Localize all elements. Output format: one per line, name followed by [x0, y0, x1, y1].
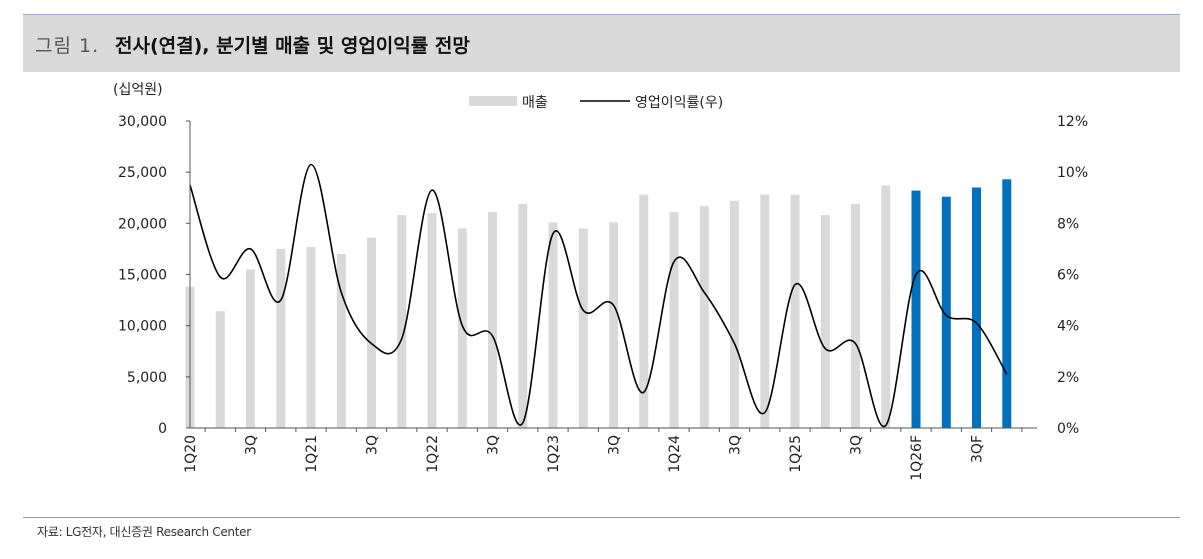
bar	[881, 185, 891, 428]
bar	[427, 213, 437, 428]
bar	[669, 212, 679, 428]
bar	[518, 203, 528, 428]
x-tick-label: 3Q	[244, 435, 260, 455]
right-tick-label: 2%	[1057, 370, 1079, 386]
legend-bar-swatch	[469, 96, 517, 106]
left-tick-label: 30,000	[118, 114, 167, 130]
left-tick-label: 10,000	[118, 319, 167, 335]
x-tick-label: 1Q22	[425, 435, 441, 473]
bar	[911, 190, 921, 428]
left-tick-label: 25,000	[118, 165, 167, 181]
bar	[457, 228, 467, 428]
bar	[972, 187, 981, 428]
bar	[790, 194, 800, 428]
x-tick-label: 3Q	[849, 435, 865, 455]
bar	[367, 237, 376, 428]
right-tick-label: 8%	[1057, 216, 1079, 232]
figure-header: 그림 1. 전사(연결), 분기별 매출 및 영업이익률 전망	[23, 15, 1180, 72]
right-tick-label: 4%	[1057, 319, 1079, 335]
x-tick-label: 1Q24	[667, 435, 683, 473]
x-tick-label: 1Q21	[304, 435, 320, 473]
bottom-rule	[23, 517, 1180, 518]
right-tick-label: 6%	[1057, 268, 1079, 284]
x-tick-label: 3Q	[607, 435, 623, 455]
figure-title: 전사(연결), 분기별 매출 및 영업이익률 전망	[115, 35, 470, 57]
left-tick-label: 20,000	[118, 216, 167, 232]
bar	[306, 246, 316, 428]
bar	[699, 205, 709, 428]
x-tick-label: 3Q	[365, 435, 381, 455]
bar	[820, 215, 830, 428]
bar	[397, 215, 407, 428]
left-axis-unit: (십억원)	[113, 82, 163, 98]
bar	[548, 222, 558, 428]
x-tick-label: 1Q23	[546, 435, 562, 473]
axes: 0 5,000 10,000 15,000 20,000 25,000 30,000 0% 2%…	[118, 114, 1088, 481]
bar-series	[185, 179, 1012, 428]
legend: 매출 영업이익률(우)	[469, 95, 723, 111]
bar	[760, 194, 770, 428]
x-tick-label: 1Q25	[788, 435, 804, 473]
bar	[609, 222, 618, 428]
x-tick-label: 3Q	[486, 435, 502, 455]
bar	[276, 248, 286, 428]
bar	[730, 200, 739, 428]
x-tick-label: 3Q	[728, 435, 744, 455]
bar	[1002, 179, 1012, 428]
x-tick-label: 1Q20	[183, 435, 199, 473]
legend-bar-label: 매출	[522, 95, 548, 111]
right-tick-label: 10%	[1057, 165, 1088, 181]
bar	[336, 254, 346, 428]
bar	[246, 269, 255, 428]
bar	[488, 212, 497, 428]
bar	[578, 228, 588, 428]
bar	[639, 194, 649, 428]
x-tick-label: 1Q26F	[909, 435, 925, 481]
top-rule	[23, 14, 1180, 15]
x-tick-label: 3QF	[970, 435, 986, 463]
left-tick-label: 5,000	[127, 370, 167, 386]
bar	[851, 203, 860, 428]
margin-line	[189, 163, 1008, 428]
left-tick-label: 15,000	[118, 268, 167, 284]
bar	[941, 196, 951, 428]
left-tick-label: 0	[158, 421, 167, 437]
source-note: 자료: LG전자, 대신증권 Research Center	[37, 525, 251, 539]
legend-line-label: 영업이익률(우)	[635, 95, 723, 111]
figure-number: 그림 1.	[35, 35, 100, 57]
right-tick-label: 0%	[1057, 421, 1079, 437]
right-tick-label: 12%	[1057, 114, 1088, 130]
bar	[215, 311, 225, 428]
